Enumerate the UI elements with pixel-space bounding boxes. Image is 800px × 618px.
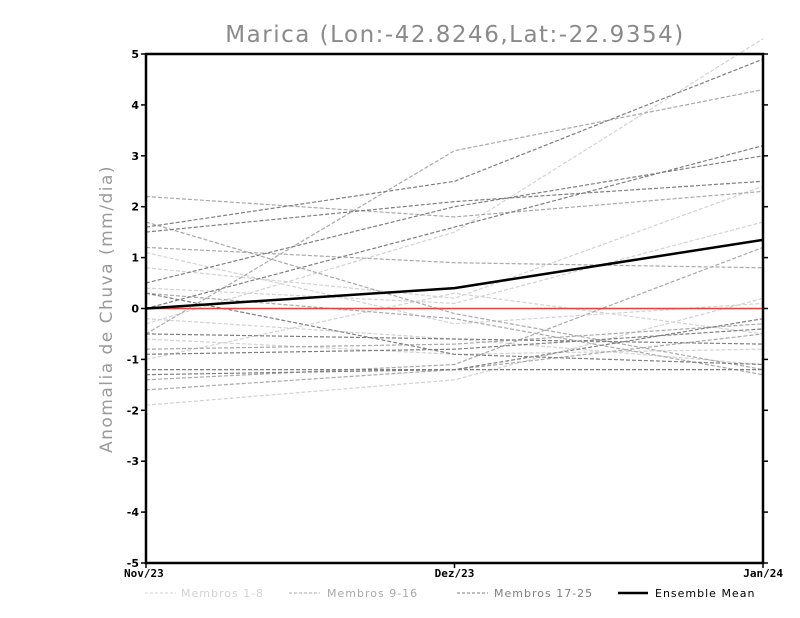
y-tick-label: -5 <box>127 557 139 570</box>
y-tick-label: -3 <box>127 455 139 468</box>
legend-label-membros-9-16: Membros 9-16 <box>327 587 418 600</box>
member-line-membro-10 <box>145 246 764 269</box>
member-line-membro-2 <box>145 185 764 299</box>
y-tick-label: -2 <box>127 404 139 417</box>
ensemble-mean-line <box>145 238 764 310</box>
y-tick-label: 0 <box>131 303 139 316</box>
x-tick-label: Jan/24 <box>743 567 783 580</box>
member-line-membro-3 <box>145 338 764 355</box>
member-line-membro-16 <box>145 246 764 381</box>
y-tick-label: 2 <box>131 201 139 214</box>
plot-lines <box>145 38 764 406</box>
y-tick-label: -4 <box>127 506 140 519</box>
member-line-membro-15 <box>145 221 764 371</box>
member-line-membro-8 <box>145 251 764 325</box>
x-axis-ticks: Nov/23 Dez/23 Jan/24 <box>124 563 783 580</box>
legend: Membros 1-8 Membros 9-16 Membros 17-25 E… <box>145 587 755 600</box>
y-tick-label: 5 <box>131 48 139 61</box>
member-line-membro-1 <box>145 38 764 325</box>
member-line-membro-23 <box>145 328 764 355</box>
member-line-membro-22 <box>145 180 764 233</box>
legend-label-membros-1-8: Membros 1-8 <box>181 587 264 600</box>
member-line-membro-14 <box>145 323 764 350</box>
member-line-membro-21 <box>145 333 764 345</box>
legend-label-membros-17-25: Membros 17-25 <box>494 587 593 600</box>
member-line-membro-12 <box>145 292 764 376</box>
x-tick-label: Dez/23 <box>435 567 475 580</box>
y-axis-ticks: -5 -4 -3 -2 -1 0 1 2 3 4 5 <box>127 48 768 570</box>
member-line-membro-24 <box>145 318 764 376</box>
member-line-membro-4 <box>145 297 764 406</box>
y-tick-label: 3 <box>131 150 139 163</box>
member-line-membro-25 <box>145 292 764 366</box>
chart-title: Marica (Lon:-42.8246,Lat:-22.9354) <box>225 22 684 48</box>
member-line-membro-18 <box>145 145 764 310</box>
member-line-membro-11 <box>145 89 764 335</box>
member-line-membro-20 <box>145 155 764 284</box>
plot-frame <box>144 52 765 565</box>
legend-label-ensemble-mean: Ensemble Mean <box>655 587 755 600</box>
member-line-membro-5 <box>145 221 764 305</box>
x-tick-label: Nov/23 <box>124 567 164 580</box>
y-tick-label: 4 <box>131 99 139 112</box>
y-axis-label: Anomalia de Chuva (mm/dia) <box>97 165 117 453</box>
member-line-membro-17 <box>145 58 764 228</box>
y-tick-label: 1 <box>131 252 139 265</box>
y-tick-label: -1 <box>127 353 139 366</box>
member-line-membro-9 <box>145 190 764 218</box>
member-line-membro-6 <box>145 292 764 360</box>
